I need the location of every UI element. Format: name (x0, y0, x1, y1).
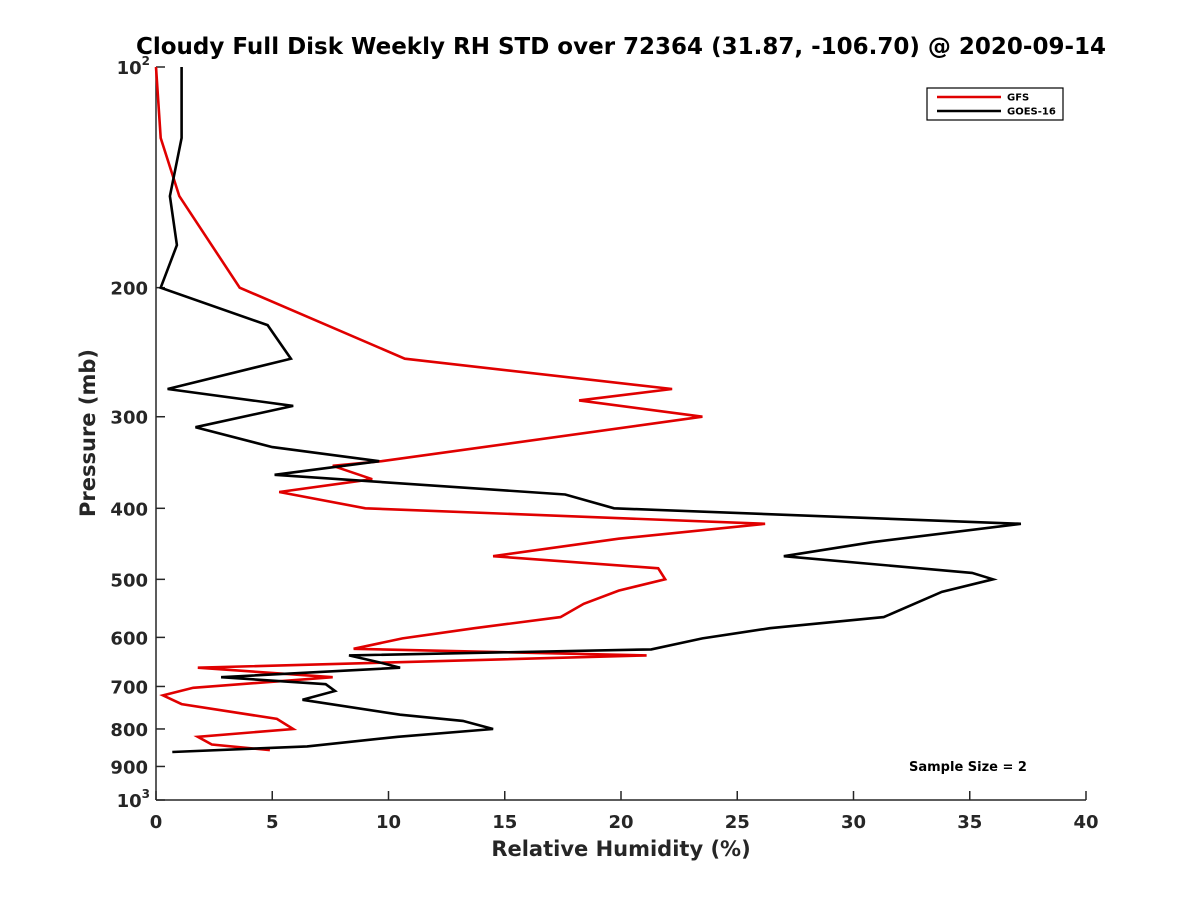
legend-label: GFS (1007, 93, 1029, 104)
x-tick-label: 0 (150, 812, 163, 833)
legend-label: GOES-16 (1007, 107, 1056, 118)
y-tick-label: 700 (110, 677, 148, 698)
y-tick-label: 500 (110, 570, 148, 591)
y-tick-label: 800 (110, 720, 148, 741)
x-axis-label: Relative Humidity (%) (491, 837, 750, 861)
x-tick-label: 40 (1073, 812, 1098, 833)
plot-area: 0 5 10 15 20 25 30 35 40 102 200 300 400 500 600 700 800… (110, 54, 1098, 833)
x-tick-label: 25 (725, 812, 750, 833)
y-tick-label: 600 (110, 628, 148, 649)
x-tick-label: 20 (608, 812, 633, 833)
y-tick-label: 400 (110, 499, 148, 520)
sample-size-annotation: Sample Size = 2 (909, 760, 1027, 775)
chart-title: Cloudy Full Disk Weekly RH STD over 7236… (136, 34, 1106, 60)
series-line-gfs (154, 66, 766, 752)
legend: GFS GOES-16 (926, 87, 1064, 121)
series-line-goes-16 (159, 67, 1022, 754)
x-tick-label: 5 (266, 812, 279, 833)
x-tick-label: 15 (492, 812, 517, 833)
y-tick-label: 102 (117, 54, 150, 79)
x-tick-label: 10 (376, 812, 401, 833)
y-tick-label: 103 (117, 787, 150, 812)
y-tick-label: 300 (110, 408, 148, 429)
x-tick-label: 30 (841, 812, 866, 833)
y-axis-label: Pressure (mb) (76, 349, 100, 517)
y-tick-label: 200 (110, 279, 148, 300)
x-tick-label: 35 (957, 812, 982, 833)
y-tick-label: 900 (110, 757, 148, 778)
legend-box (926, 87, 1064, 121)
